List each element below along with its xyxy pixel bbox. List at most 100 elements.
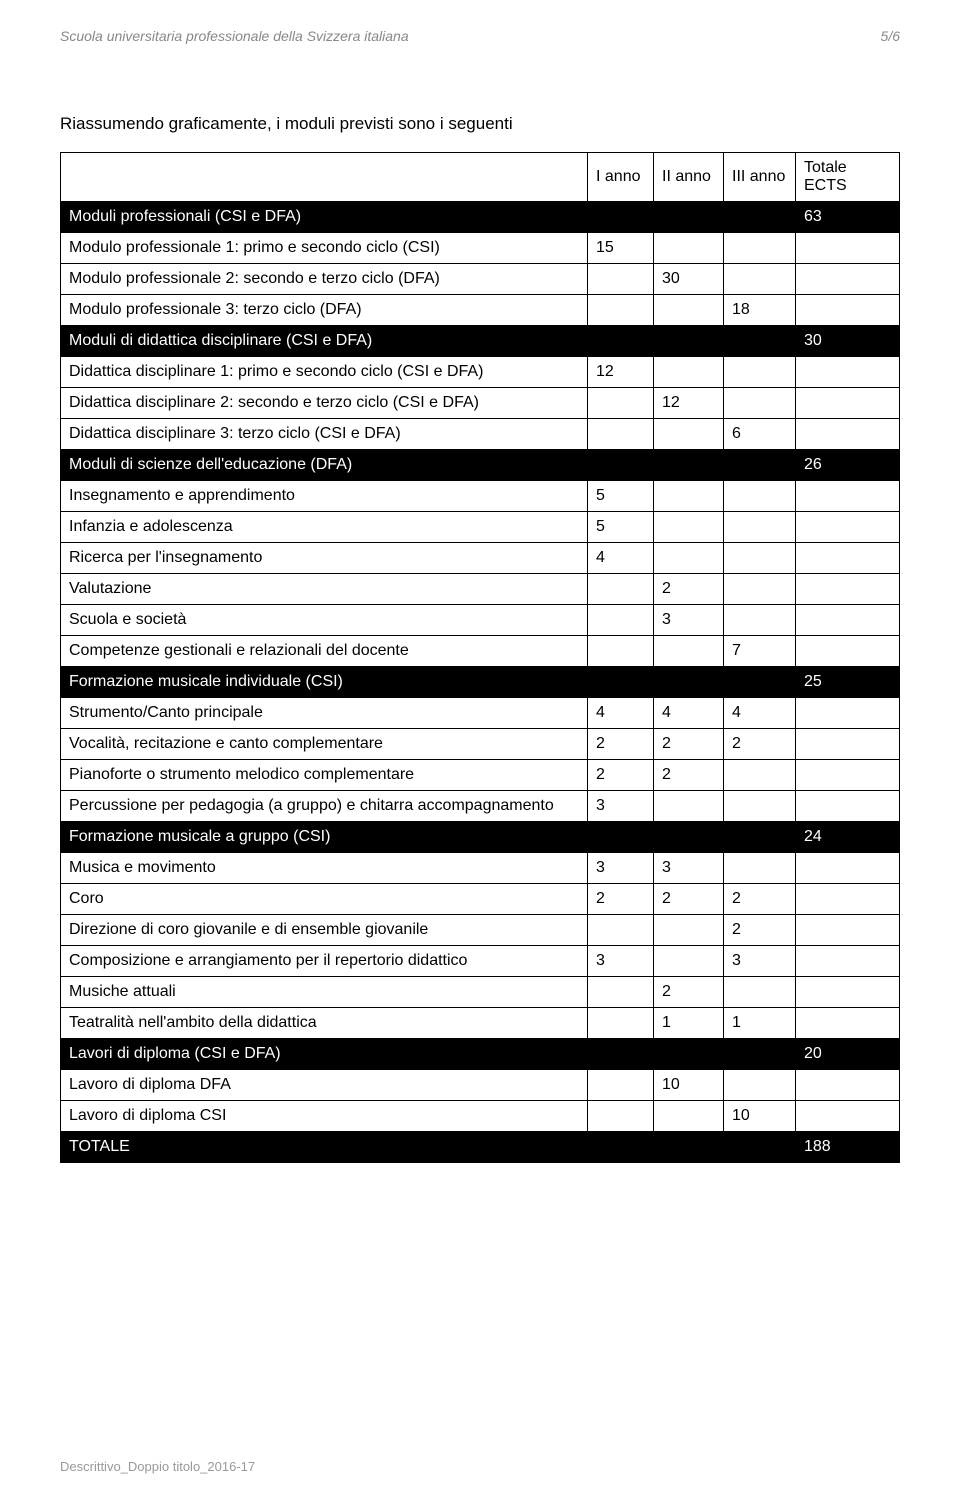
row-label: Didattica disciplinare 3: terzo ciclo (C… [61, 419, 588, 450]
cell-year3 [724, 667, 796, 698]
cell-year2 [654, 1132, 724, 1163]
cell-total [796, 853, 900, 884]
cell-year1: 2 [588, 884, 654, 915]
table-row: Didattica disciplinare 3: terzo ciclo (C… [61, 419, 900, 450]
cell-year3 [724, 357, 796, 388]
cell-total: 30 [796, 326, 900, 357]
cell-year2: 1 [654, 1008, 724, 1039]
cell-year2: 2 [654, 729, 724, 760]
table-row: Percussione per pedagogia (a gruppo) e c… [61, 791, 900, 822]
table-row: Lavori di diploma (CSI e DFA)20 [61, 1039, 900, 1070]
table-row: Vocalità, recitazione e canto complement… [61, 729, 900, 760]
table-row: Valutazione2 [61, 574, 900, 605]
cell-year3 [724, 202, 796, 233]
cell-year1 [588, 915, 654, 946]
table-row: Moduli di scienze dell'educazione (DFA) 2… [61, 450, 900, 481]
table-row: Competenze gestionali e relazionali del … [61, 636, 900, 667]
cell-total [796, 1101, 900, 1132]
row-label: Teatralità nell'ambito della didattica [61, 1008, 588, 1039]
cell-year2: 2 [654, 977, 724, 1008]
cell-year1 [588, 419, 654, 450]
row-label: TOTALE [61, 1132, 588, 1163]
cell-year3 [724, 481, 796, 512]
cell-year3 [724, 853, 796, 884]
cell-year1 [588, 977, 654, 1008]
cell-year3 [724, 605, 796, 636]
row-label: Infanzia e adolescenza [61, 512, 588, 543]
cell-year3: 7 [724, 636, 796, 667]
cell-year2: 2 [654, 760, 724, 791]
table-row: Infanzia e adolescenza5 [61, 512, 900, 543]
row-label: Didattica disciplinare 2: secondo e terz… [61, 388, 588, 419]
table-row: Pianoforte o strumento melodico compleme… [61, 760, 900, 791]
cell-year2 [654, 946, 724, 977]
cell-year1 [588, 1101, 654, 1132]
cell-total [796, 729, 900, 760]
table-row: Formazione musicale a gruppo (CSI)24 [61, 822, 900, 853]
row-label: Percussione per pedagogia (a gruppo) e c… [61, 791, 588, 822]
table-row: Musica e movimento33 [61, 853, 900, 884]
intro-text: Riassumendo graficamente, i moduli previ… [60, 114, 900, 134]
table-row: Moduli di didattica disciplinare (CSI e … [61, 326, 900, 357]
cell-year3 [724, 574, 796, 605]
cell-year2 [654, 667, 724, 698]
cell-year2 [654, 512, 724, 543]
cell-total [796, 295, 900, 326]
cell-year2 [654, 419, 724, 450]
cell-year3: 4 [724, 698, 796, 729]
cell-total [796, 946, 900, 977]
row-label: Insegnamento e apprendimento [61, 481, 588, 512]
cell-year3 [724, 760, 796, 791]
col-header-year1: I anno [588, 153, 654, 202]
cell-year1: 4 [588, 698, 654, 729]
table-row: Direzione di coro giovanile e di ensembl… [61, 915, 900, 946]
cell-total [796, 512, 900, 543]
cell-year1 [588, 388, 654, 419]
cell-year3: 10 [724, 1101, 796, 1132]
page-header: Scuola universitaria professionale della… [60, 28, 900, 44]
cell-year1: 3 [588, 853, 654, 884]
row-label: Scuola e società [61, 605, 588, 636]
row-label: Ricerca per l'insegnamento [61, 543, 588, 574]
table-row: Modulo professionale 3: terzo ciclo (DFA… [61, 295, 900, 326]
col-header-year2: II anno [654, 153, 724, 202]
cell-total: 25 [796, 667, 900, 698]
cell-year2: 3 [654, 853, 724, 884]
cell-total [796, 357, 900, 388]
cell-year2 [654, 822, 724, 853]
table-row: Formazione musicale individuale (CSI) 25 [61, 667, 900, 698]
cell-year1: 2 [588, 760, 654, 791]
cell-total: 63 [796, 202, 900, 233]
cell-total: 26 [796, 450, 900, 481]
cell-year1 [588, 202, 654, 233]
cell-total [796, 481, 900, 512]
row-label: Pianoforte o strumento melodico compleme… [61, 760, 588, 791]
row-label: Didattica disciplinare 1: primo e second… [61, 357, 588, 388]
cell-year1 [588, 1132, 654, 1163]
cell-year1 [588, 822, 654, 853]
row-label: Moduli di scienze dell'educazione (DFA) [61, 450, 588, 481]
row-label: Formazione musicale individuale (CSI) [61, 667, 588, 698]
cell-year1: 3 [588, 791, 654, 822]
row-label: Moduli professionali (CSI e DFA) [61, 202, 588, 233]
cell-year3 [724, 512, 796, 543]
cell-year3 [724, 1070, 796, 1101]
cell-year1 [588, 264, 654, 295]
cell-year1 [588, 667, 654, 698]
cell-total [796, 791, 900, 822]
table-row: Coro222 [61, 884, 900, 915]
table-row: Scuola e società 3 [61, 605, 900, 636]
cell-total [796, 233, 900, 264]
cell-year2: 3 [654, 605, 724, 636]
cell-year3 [724, 264, 796, 295]
cell-year2 [654, 481, 724, 512]
row-label: Valutazione [61, 574, 588, 605]
cell-year1 [588, 326, 654, 357]
cell-year2: 10 [654, 1070, 724, 1101]
cell-year1 [588, 636, 654, 667]
row-label: Modulo professionale 2: secondo e terzo … [61, 264, 588, 295]
cell-year1: 4 [588, 543, 654, 574]
cell-year2 [654, 791, 724, 822]
cell-year2 [654, 357, 724, 388]
cell-year3 [724, 791, 796, 822]
